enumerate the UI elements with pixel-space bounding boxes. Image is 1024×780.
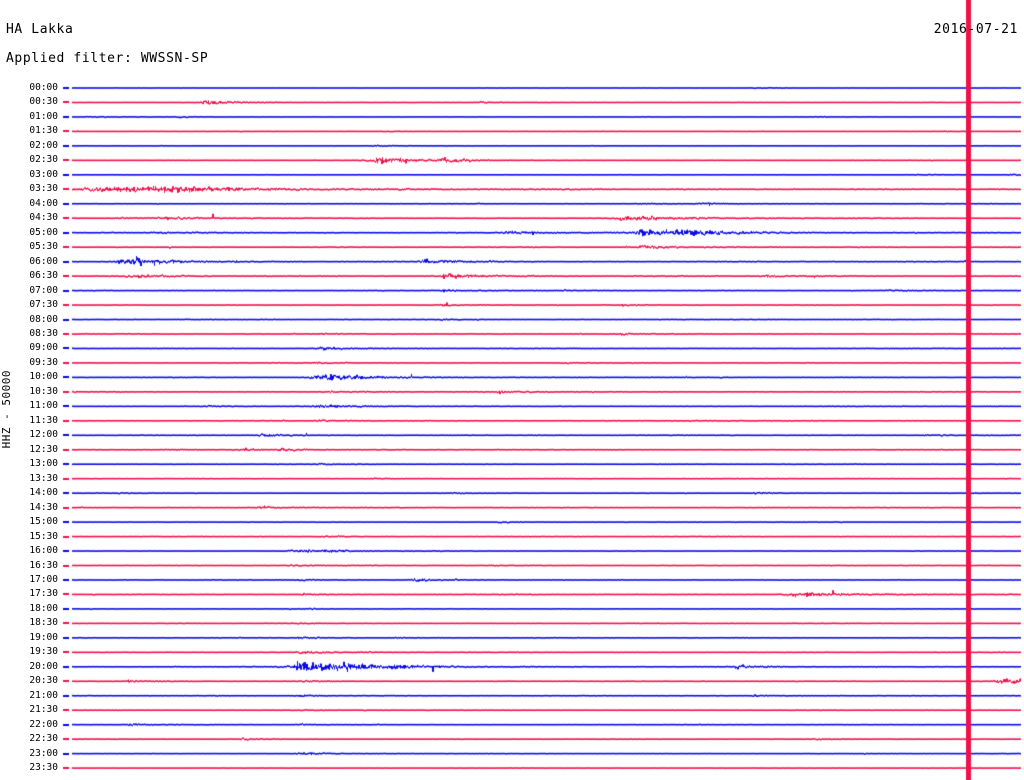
time-label: 16:00 <box>29 545 58 557</box>
time-label: 17:00 <box>29 573 58 585</box>
time-label: 06:30 <box>29 270 58 282</box>
time-label: 10:30 <box>29 385 58 397</box>
date-label: 2016-07-21 <box>933 22 1018 37</box>
time-label: 19:30 <box>29 646 58 658</box>
time-label: 07:30 <box>29 299 58 311</box>
time-label: 05:00 <box>29 226 58 238</box>
time-label: 22:00 <box>29 718 58 730</box>
time-label: 06:00 <box>29 255 58 267</box>
time-label: 23:30 <box>29 762 58 774</box>
time-label: 17:30 <box>29 588 58 600</box>
time-label: 03:30 <box>29 183 58 195</box>
time-label: 04:30 <box>29 212 58 224</box>
time-label: 12:30 <box>29 443 58 455</box>
time-label: 00:30 <box>29 96 58 108</box>
time-label: 08:30 <box>29 327 58 339</box>
time-label: 00:00 <box>29 82 58 93</box>
time-label: 22:30 <box>29 733 58 745</box>
time-axis: 00:00 00:30 01:00 01:30 02:00 02:30 03:00 03:30… <box>0 0 58 780</box>
time-label: 08:00 <box>29 313 58 325</box>
time-label: 10:00 <box>29 371 58 383</box>
time-label: 11:00 <box>29 400 58 412</box>
time-label: 18:30 <box>29 617 58 629</box>
time-label: 12:00 <box>29 429 58 441</box>
time-label: 23:00 <box>29 747 58 759</box>
time-label: 14:00 <box>29 487 58 499</box>
time-label: 20:00 <box>29 660 58 672</box>
time-label: 05:30 <box>29 241 58 253</box>
time-label: 15:30 <box>29 530 58 542</box>
time-label: 03:00 <box>29 168 58 180</box>
time-label: 11:30 <box>29 414 58 426</box>
applied-filter-label: Applied filter: WWSSN-SP <box>6 51 209 66</box>
time-label: 04:00 <box>29 197 58 209</box>
time-label: 14:30 <box>29 501 58 513</box>
time-label: 18:00 <box>29 602 58 614</box>
time-label: 09:30 <box>29 356 58 368</box>
time-label: 02:00 <box>29 139 58 151</box>
time-label: 01:00 <box>29 110 58 122</box>
time-label: 13:00 <box>29 458 58 470</box>
time-label: 21:30 <box>29 704 58 716</box>
time-label: 16:30 <box>29 559 58 571</box>
time-label: 01:30 <box>29 125 58 137</box>
time-label: 13:30 <box>29 472 58 484</box>
time-label: 02:30 <box>29 154 58 166</box>
time-label: 07:00 <box>29 284 58 296</box>
time-label: 15:00 <box>29 516 58 528</box>
station-name: HA Lakka <box>6 22 74 37</box>
time-label: 21:00 <box>29 689 58 701</box>
time-label: 09:00 <box>29 342 58 354</box>
time-label: 19:00 <box>29 631 58 643</box>
time-label: 20:30 <box>29 675 58 687</box>
